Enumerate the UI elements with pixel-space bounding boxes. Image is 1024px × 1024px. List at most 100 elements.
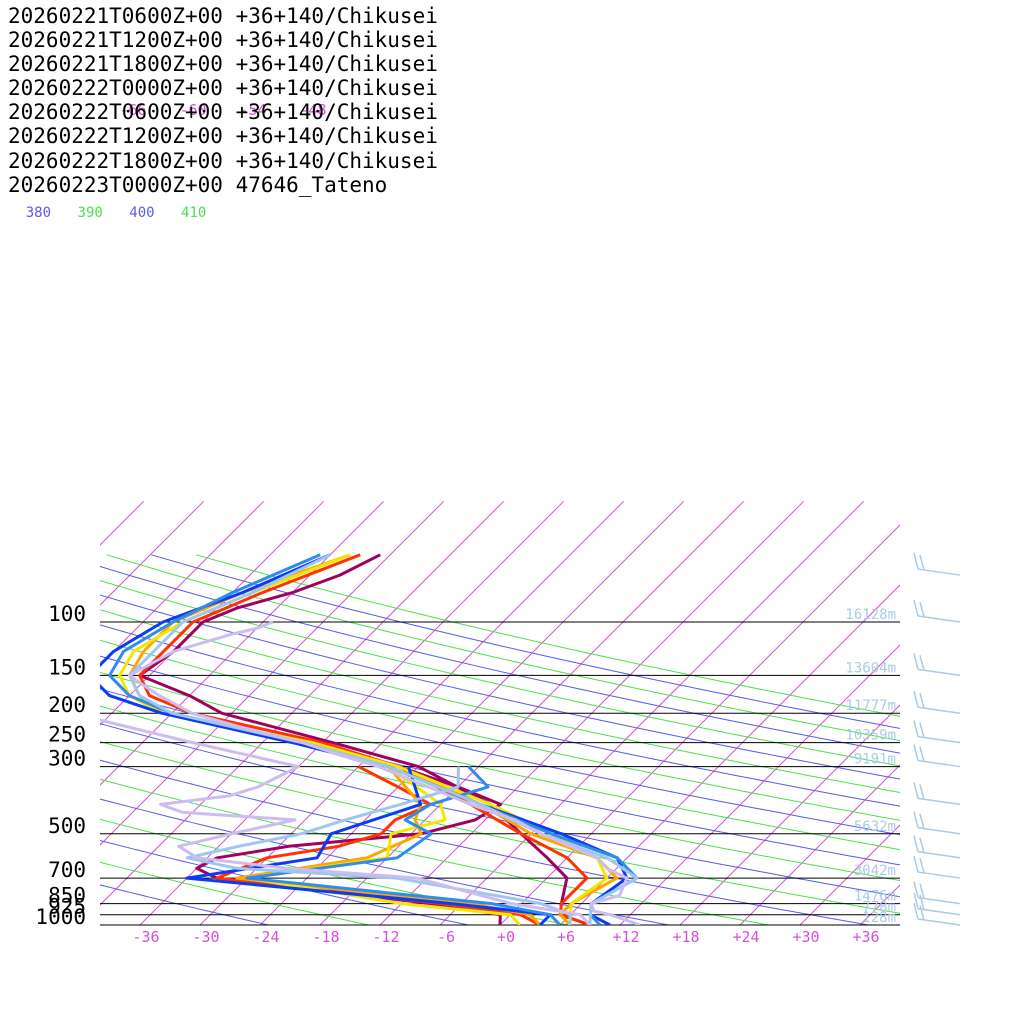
wind-barb-flag: [913, 782, 919, 799]
wind-barb-flag: [919, 857, 925, 874]
pressure-label: 500: [48, 814, 86, 838]
legend-entry: 20260222T0000Z+00 +36+140/Chikusei: [8, 76, 438, 101]
legend-entry: 20260221T0600Z+00 +36+140/Chikusei: [8, 4, 438, 28]
theta-label: 410: [181, 205, 206, 221]
height-label: 128m: [862, 910, 896, 926]
pressure-label: 100: [48, 602, 86, 626]
wind-barb-flag: [913, 744, 919, 761]
wind-barbs: [913, 552, 961, 926]
wind-barb-flag: [919, 722, 925, 738]
wind-barb: [917, 827, 961, 835]
wind-barb: [917, 568, 961, 576]
temperature-tick-label: +36: [852, 928, 879, 946]
theta-label: 400: [129, 205, 154, 221]
adiabat-line: [100, 655, 900, 836]
wind-barb-flag: [913, 835, 919, 852]
wind-barb-flag: [919, 784, 925, 800]
wind-barb-flag: [919, 601, 925, 618]
temperature-tick-label: +6: [557, 928, 575, 946]
temperature-trace: [128, 553, 639, 925]
legend-entry: 20260221T1200Z+00 +36+140/Chikusei: [8, 28, 438, 53]
adiabat-line: [100, 884, 271, 925]
temperature-tick-label: +24: [732, 928, 759, 946]
legend-entry: 20260222T1800Z+00 +36+140/Chikusei: [8, 148, 438, 173]
temperature-trace: [100, 553, 629, 925]
adiabat-line: [100, 609, 900, 794]
temperature-tick-label: +30: [792, 928, 819, 946]
pressure-label: 925: [48, 895, 86, 919]
adiabat-line: [100, 723, 900, 898]
wind-barb: [917, 615, 961, 623]
temperature-tick-label: -12: [372, 928, 399, 946]
adiabat-line: [100, 705, 900, 882]
adiabat-line: [100, 624, 900, 807]
wind-barb: [917, 896, 961, 905]
temperature-trace: [128, 620, 641, 925]
height-label: 778m: [862, 900, 896, 916]
adiabat-line: [100, 594, 900, 780]
wind-barb-flag: [919, 746, 925, 762]
legend-entry: 20260223T0000Z+00 47646_Tateno: [8, 172, 388, 197]
pressure-label: 300: [48, 747, 86, 771]
adiabat-line: [100, 639, 900, 821]
wind-barb-flag: [913, 855, 919, 873]
wind-barb-flag: [913, 653, 919, 670]
wind-barb: [917, 918, 961, 926]
temperature-trace: [128, 553, 619, 925]
temperature-trace: [138, 553, 591, 925]
theta-label: 390: [78, 205, 103, 221]
wind-barb: [917, 871, 961, 879]
isotherm-line: [920, 501, 1024, 925]
sounding-traces: [100, 553, 641, 925]
adiabat-line: [100, 839, 472, 925]
temperature-tick-label: +12: [612, 928, 639, 946]
height-label: 13604m: [845, 660, 896, 676]
wind-barb: [917, 851, 961, 859]
height-label: 16128m: [845, 607, 896, 623]
isobar-grid: [100, 621, 900, 926]
theta-label: 380: [26, 205, 51, 221]
temperature-axis-labels: -36 -30 -24 -18 -12 -6 +0 +6 +12 +18 +24 +30 +36: [132, 928, 879, 946]
adiabat-line: [100, 565, 900, 754]
temperature-tick-label: -36: [132, 928, 159, 946]
temperature-tick-label: -6: [437, 928, 455, 946]
upper-temperature-label: -54: [239, 101, 266, 119]
legend-entry: 20260222T0600Z+00 +36+140/Chikusei: [8, 100, 438, 125]
wind-barb-flag: [913, 720, 919, 737]
theta-labels: 310320330340350360370380390400410: [26, 205, 207, 221]
wind-barb: [917, 907, 961, 916]
pressure-label: 1000: [35, 905, 86, 929]
temperature-tick-label: -24: [252, 928, 279, 946]
wind-barb-flag: [919, 554, 925, 571]
isotherm-line: [980, 501, 1024, 925]
upper-temperature-label: -66: [119, 101, 146, 119]
height-label: 9191m: [854, 752, 896, 768]
wind-barb-flag: [913, 599, 919, 617]
wind-barb-flag: [919, 883, 925, 899]
legend-entry: 20260222T1200Z+00 +36+140/Chikusei: [8, 124, 438, 149]
height-label: 1476m: [854, 889, 896, 905]
wind-barb-flag: [919, 655, 925, 671]
wind-barb: [917, 706, 961, 714]
wind-barb: [917, 735, 961, 744]
height-label: 5632m: [854, 819, 896, 835]
temperature-tick-label: +18: [672, 928, 699, 946]
adiabat-line: [100, 580, 900, 767]
dewpoint-trace: [195, 765, 503, 925]
wind-barb-flag: [913, 552, 919, 570]
adiabat-line: [100, 671, 900, 851]
wind-barb-flag: [913, 811, 919, 828]
temperature-tick-label: -30: [192, 928, 219, 946]
isotherm-line: [0, 501, 24, 925]
pressure-label: 150: [48, 655, 86, 679]
temperature-tick-label: -18: [312, 928, 339, 946]
isotherm-line: [799, 824, 900, 925]
upper-temperature-label: -60: [179, 101, 206, 119]
wind-barb-flag: [913, 892, 919, 909]
upper-temperature-label: -48: [299, 101, 326, 119]
dry-adiabat-grid: [100, 554, 900, 925]
isotherm-line: [100, 501, 264, 666]
legend: 20260221T0600Z+00 +36+140/Chikusei 20260…: [8, 4, 438, 197]
temperature-tick-label: +0: [497, 928, 515, 946]
